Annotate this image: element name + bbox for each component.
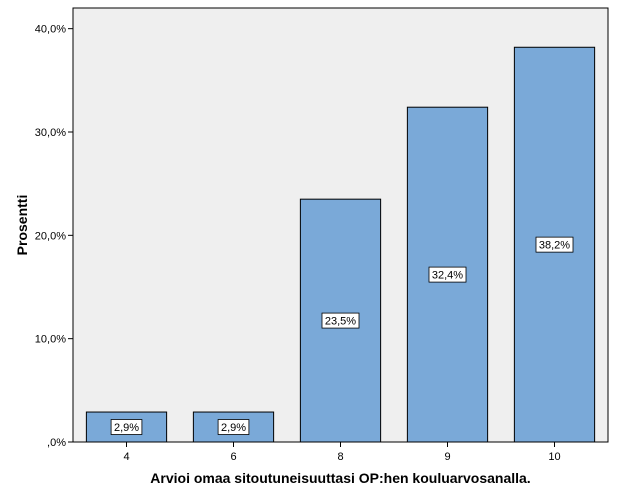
- y-axis-title: Prosentti: [14, 195, 30, 256]
- x-tick-label: 8: [337, 451, 343, 463]
- x-tick-label: 9: [444, 451, 450, 463]
- data-label-box: [110, 419, 143, 435]
- y-tick-label: ,0%: [47, 437, 66, 449]
- data-label: 23,5%: [325, 316, 356, 328]
- data-label-box: [428, 266, 467, 283]
- data-labels-group: 2,9% 2,9% 23,5% 32,4% 38,2%: [110, 236, 574, 435]
- data-label-box: [217, 419, 250, 435]
- y-tick-label: 40,0%: [35, 24, 66, 36]
- data-label: 38,2%: [539, 240, 570, 252]
- x-axis-title: Arvioi omaa sitoutuneisuuttasi OP:hen ko…: [150, 470, 530, 486]
- x-tick-label: 4: [123, 451, 129, 463]
- x-tick-label: 10: [548, 451, 560, 463]
- y-tick-label: 10,0%: [35, 334, 66, 346]
- data-label: 2,9%: [221, 422, 246, 434]
- data-label: 32,4%: [432, 270, 463, 282]
- x-tick-label: 6: [230, 451, 236, 463]
- y-axis: ,0% 10,0% 20,0% 30,0% 40,0%: [35, 24, 73, 449]
- x-axis: 4 6 8 9 10: [123, 442, 561, 463]
- y-tick-label: 30,0%: [35, 127, 66, 139]
- y-tick-label: 20,0%: [35, 230, 66, 242]
- data-label-box: [535, 236, 574, 253]
- data-label-box: [321, 312, 360, 329]
- data-label: 2,9%: [114, 422, 139, 434]
